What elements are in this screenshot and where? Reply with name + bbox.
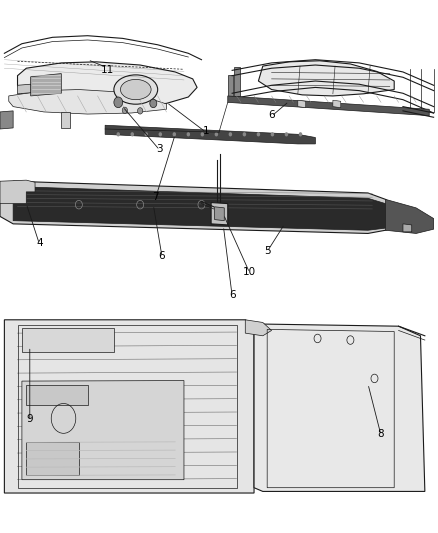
Polygon shape [31,74,61,96]
Text: 8: 8 [378,430,385,439]
Circle shape [131,132,134,136]
Circle shape [215,132,218,136]
Polygon shape [9,90,166,114]
Circle shape [285,132,288,136]
Polygon shape [385,199,434,233]
Polygon shape [4,320,254,493]
Polygon shape [254,322,425,491]
Circle shape [299,132,302,136]
Ellipse shape [114,75,158,104]
Circle shape [271,132,274,136]
Text: 11: 11 [101,66,114,75]
Polygon shape [228,75,233,96]
Polygon shape [18,62,197,107]
Circle shape [159,132,162,136]
Text: 10: 10 [243,267,256,277]
Polygon shape [228,96,429,116]
Text: 6: 6 [159,251,166,261]
Circle shape [114,97,123,108]
Polygon shape [13,187,385,230]
Polygon shape [403,224,412,232]
Text: 7: 7 [152,192,159,202]
Circle shape [257,132,260,136]
Polygon shape [26,442,79,475]
Circle shape [201,132,204,136]
Text: 6: 6 [229,290,236,300]
Polygon shape [0,181,403,233]
Polygon shape [258,61,394,96]
Polygon shape [22,328,114,352]
Ellipse shape [120,79,151,100]
Polygon shape [215,207,224,221]
Text: 3: 3 [156,144,163,154]
Polygon shape [61,112,70,128]
Circle shape [117,132,120,136]
Text: 6: 6 [268,110,275,119]
Circle shape [173,132,176,136]
Polygon shape [18,84,31,94]
Circle shape [122,107,127,114]
Circle shape [145,132,148,136]
Polygon shape [22,381,184,480]
Polygon shape [0,180,35,204]
Text: 9: 9 [26,415,33,424]
Text: 5: 5 [264,246,271,255]
Polygon shape [26,385,88,405]
Circle shape [229,132,232,136]
Circle shape [138,108,143,114]
Circle shape [243,132,246,136]
Polygon shape [105,125,315,144]
Circle shape [187,132,190,136]
Text: 4: 4 [36,238,43,247]
Text: 1: 1 [202,126,209,135]
Polygon shape [0,111,13,129]
Polygon shape [333,100,341,108]
Polygon shape [234,67,240,96]
Polygon shape [298,100,306,108]
Circle shape [150,99,157,108]
Polygon shape [245,320,272,336]
Polygon shape [211,203,228,225]
